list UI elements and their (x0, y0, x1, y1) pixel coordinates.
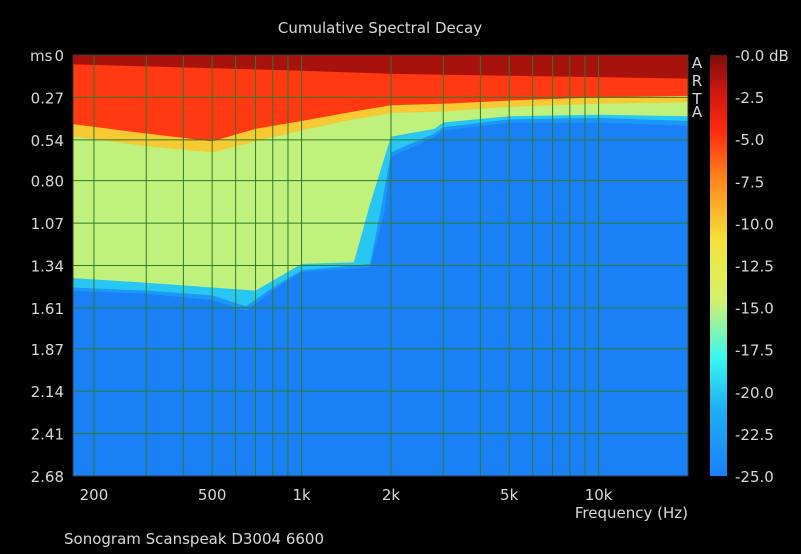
chart-title: Cumulative Spectral Decay (278, 19, 482, 37)
x-tick-label: 1k (292, 486, 311, 504)
colorbar-tick-label: -15.0 (735, 300, 774, 318)
colorbar-tick-label: -22.5 (735, 426, 774, 444)
colorbar-tick-label: -7.5 (735, 173, 764, 191)
y-tick-label: 0.27 (31, 89, 64, 107)
y-tick-label: 0.80 (31, 173, 64, 191)
watermark-letter: R (692, 72, 702, 90)
watermark-letter: A (692, 103, 703, 121)
colorbar: -0.0 dB -2.5 -5.0 -7.5 -10.0 -12.5 -15.0 -17.5 -… (710, 47, 789, 486)
watermark: A R T A (691, 54, 702, 121)
x-tick-label: 200 (80, 486, 109, 504)
x-tick-label: 500 (198, 486, 227, 504)
y-tick-label: 1.07 (31, 215, 64, 233)
colorbar-tick-label: -0.0 dB (735, 47, 789, 65)
y-tick-label: 0 (54, 47, 64, 65)
colorbar-tick-label: -17.5 (735, 342, 774, 360)
decay-band (73, 55, 688, 142)
y-tick-label: 1.61 (31, 300, 64, 318)
colorbar-tick-label: -2.5 (735, 89, 764, 107)
x-tick-label: 2k (382, 486, 401, 504)
watermark-letter: T (691, 90, 702, 108)
colorbar-tick-label: -20.0 (735, 384, 774, 402)
x-axis-label: Frequency (Hz) (575, 504, 688, 522)
x-tick-label: 10k (585, 486, 613, 504)
y-tick-label: 2.41 (31, 426, 64, 444)
colorbar-tick-label: -25.0 (735, 468, 774, 486)
y-tick-label: 1.34 (31, 258, 64, 276)
y-tick-label: 1.87 (31, 341, 64, 359)
y-tick-label: 2.68 (31, 468, 64, 486)
colorbar-tick-label: -10.0 (735, 215, 774, 233)
x-tick-label: 5k (500, 486, 519, 504)
colorbar-gradient (710, 55, 727, 476)
y-axis-unit: ms (30, 47, 53, 65)
plot-area (72, 54, 689, 477)
watermark-letter: A (692, 54, 703, 72)
colorbar-tick-label: -5.0 (735, 131, 764, 149)
y-tick-label: 2.14 (31, 383, 64, 401)
chart-caption: Sonogram Scanspeak D3004 6600 (64, 530, 324, 548)
decay-band (73, 55, 688, 79)
y-tick-label: 0.54 (31, 132, 64, 150)
plot-frame (72, 54, 689, 477)
colorbar-tick-label: -12.5 (735, 258, 774, 276)
